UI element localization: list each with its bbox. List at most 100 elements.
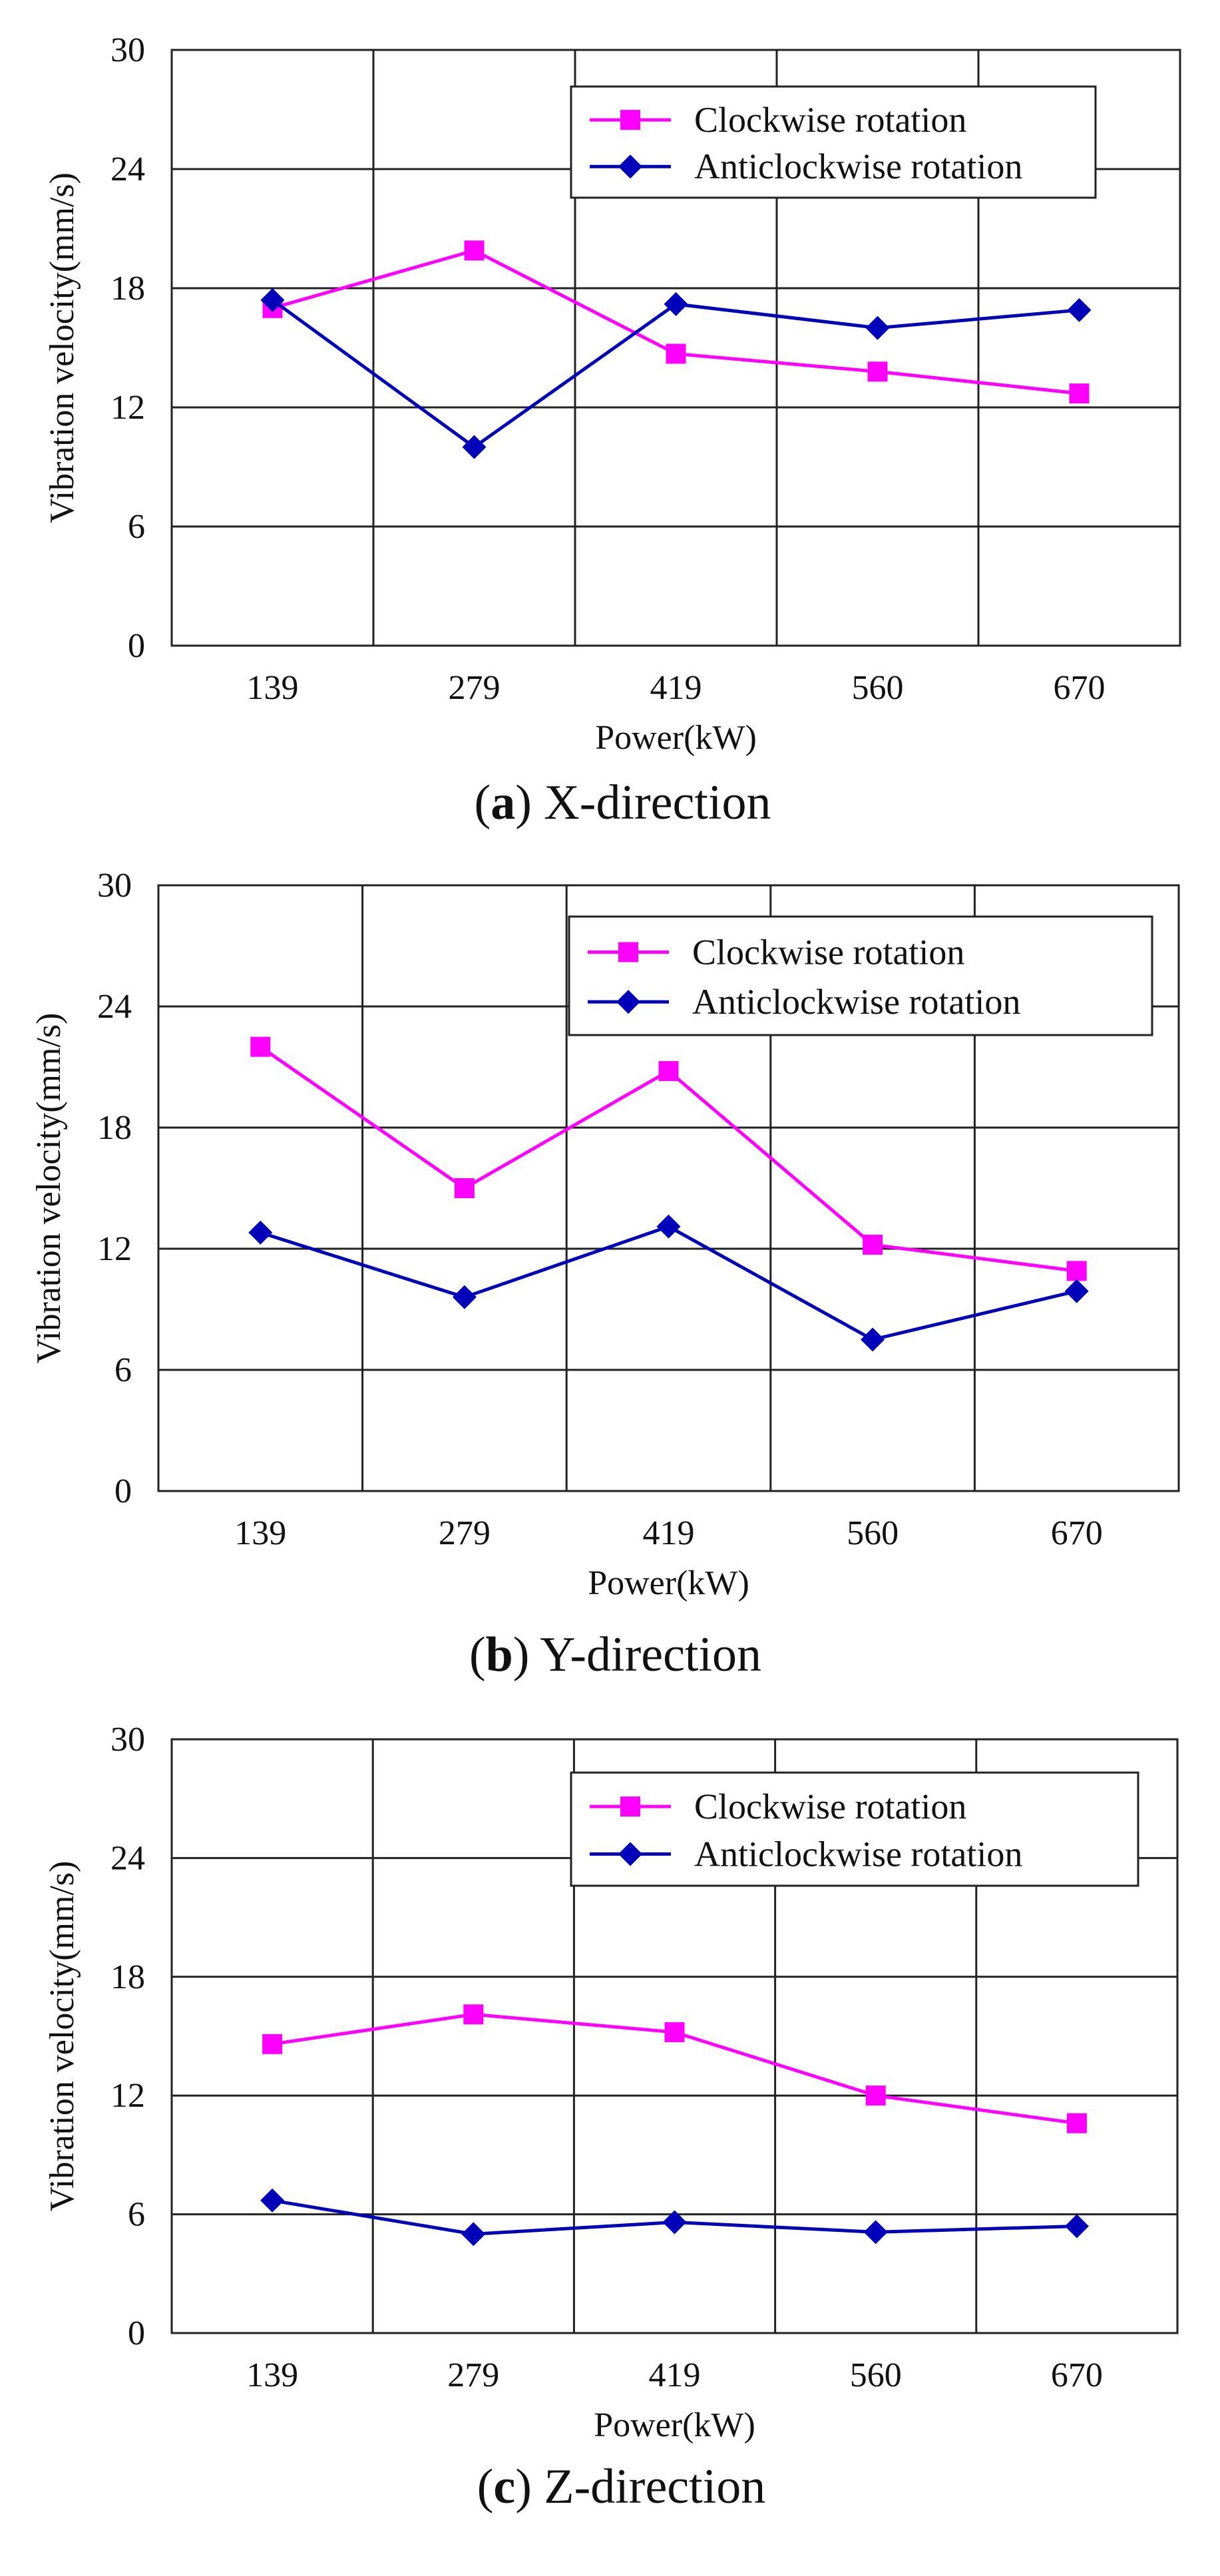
caption-open-paren: ( [469,1627,486,1682]
data-point-diamond [656,1214,681,1239]
legend-marker-square [620,1797,640,1817]
y-axis-title: Vibration velocity(mm/s) [43,172,81,523]
x-tick-label: 560 [852,669,904,707]
series-clockwise [250,1036,1087,1281]
y-tick-label: 24 [110,150,145,188]
x-tick-label: 670 [1054,669,1106,707]
data-point-diamond [662,2210,687,2235]
y-tick-label: 6 [128,508,145,546]
y-tick-label: 30 [110,31,145,69]
series-anticlockwise [248,1214,1089,1352]
data-point-square [664,2022,685,2043]
x-tick-label: 279 [439,1514,491,1552]
caption-letter: b [486,1627,513,1682]
panel-caption: (b) Y-direction [469,1627,761,1682]
y-tick-label: 12 [110,2077,145,2115]
caption-letter: c [493,2460,515,2514]
y-tick-label: 18 [110,270,145,308]
data-point-square [1066,2113,1087,2133]
series-anticlockwise [260,2188,1089,2247]
x-axis-title: Power(kW) [594,2406,755,2444]
y-tick-label: 30 [97,867,132,905]
y-tick-label: 6 [128,2196,145,2234]
data-point-square [1066,1261,1087,1281]
data-point-square [464,240,485,261]
data-point-diamond [863,2220,888,2245]
legend-label: Anticlockwise rotation [694,1834,1022,1874]
panel-caption: (c) Z-direction [477,2460,766,2514]
legend-label: Anticlockwise rotation [692,982,1020,1022]
legend-marker-diamond [618,154,642,179]
data-point-square [1069,383,1090,404]
y-tick-label: 12 [110,389,145,427]
x-tick-label: 560 [847,1514,899,1552]
panel-caption: (a) X-direction [475,775,771,830]
caption-close-paren: ) [515,2460,532,2514]
x-tick-label: 560 [850,2356,902,2394]
data-point-square [463,2004,484,2025]
y-axis-title: Vibration velocity(mm/s) [30,1013,68,1364]
legend-label: Clockwise rotation [694,100,966,140]
caption-letter: a [491,775,515,830]
series-anticlockwise [260,288,1092,459]
legend: Clockwise rotation Anticlockwise rotation [570,1771,1139,1887]
x-tick-label: 279 [447,2356,499,2394]
x-tick-label: 139 [234,1514,286,1552]
x-tick-label: 139 [247,669,299,707]
caption-text: Z-direction [532,2460,765,2514]
y-tick-label: 0 [128,2314,145,2352]
y-tick-label: 18 [97,1109,132,1147]
y-tick-label: 0 [114,1472,132,1510]
x-axis-title: Power(kW) [588,1564,749,1602]
caption-open-paren: ( [475,775,491,830]
x-tick-label: 670 [1051,1514,1103,1552]
data-point-diamond [1064,1279,1089,1303]
data-point-diamond [1067,298,1092,322]
x-tick-label: 139 [246,2356,298,2394]
data-point-diamond [865,316,890,340]
data-point-square [658,1061,679,1082]
data-point-square [863,1234,883,1255]
chart-panel-c: 0 6 12 18 24 30 139 279 419 560 670 Power(kW) Vibrat… [43,1721,1179,2514]
x-tick-label: 419 [649,2356,701,2394]
data-point-diamond [260,288,285,312]
caption-text: Y-direction [529,1627,761,1682]
y-tick-label: 30 [110,1721,145,1759]
caption-close-paren: ) [515,775,532,830]
x-tick-label: 419 [643,1514,695,1552]
legend: Clockwise rotation Anticlockwise rotation [570,85,1097,199]
y-tick-label: 24 [97,988,132,1026]
caption-text: X-direction [532,775,771,830]
x-tick-label: 279 [449,669,501,707]
legend-label: Anticlockwise rotation [694,146,1022,186]
caption-open-paren: ( [477,2460,494,2514]
x-axis-title: Power(kW) [595,719,757,757]
caption-close-paren: ) [513,1627,530,1682]
data-point-diamond [248,1220,273,1245]
legend-box [570,1771,1139,1887]
data-point-diamond [861,1327,885,1352]
legend-label: Clockwise rotation [694,1787,966,1826]
x-tick-label: 670 [1051,2356,1103,2394]
legend-marker-square [618,942,638,963]
y-tick-label: 24 [110,1839,145,1877]
chart-panel-a: 0 6 12 18 24 30 139 279 419 560 670 Power(kW) Vibrat… [43,31,1181,830]
y-tick-label: 12 [97,1230,132,1268]
data-point-square [250,1036,271,1057]
legend-marker-square [620,110,640,130]
y-tick-label: 6 [114,1351,132,1389]
data-point-square [454,1178,475,1198]
y-axis-title: Vibration velocity(mm/s) [43,1861,81,2212]
legend-marker-diamond [618,1842,642,1866]
y-tick-label: 0 [128,627,145,665]
legend-label: Clockwise rotation [692,932,964,972]
data-point-diamond [260,2188,285,2213]
legend-box [570,85,1097,199]
data-point-square [867,361,888,382]
data-point-diamond [461,2222,486,2247]
legend-marker-diamond [616,990,640,1014]
y-tick-label: 18 [110,1958,145,1996]
legend-box [568,915,1153,1036]
data-point-square [666,343,686,364]
